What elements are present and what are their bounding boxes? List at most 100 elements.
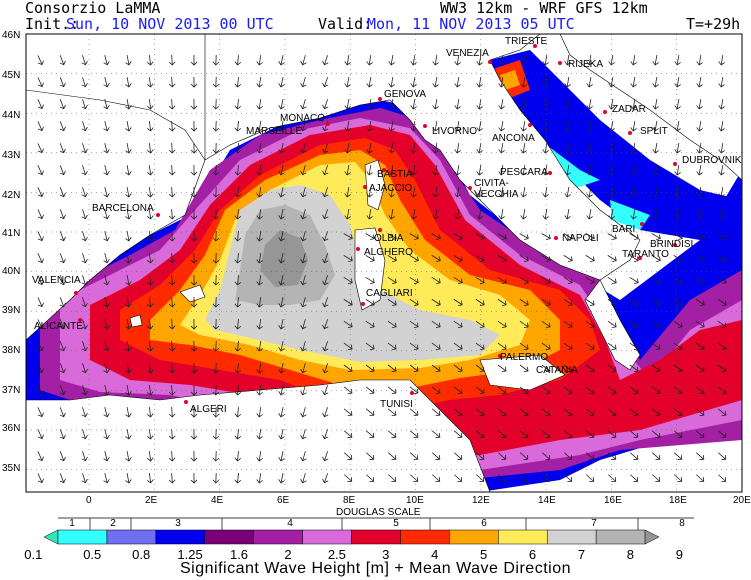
direction-arrow [147,384,154,396]
direction-arrow [696,99,703,110]
direction-arrow [519,342,529,350]
direction-arrow [322,275,329,286]
direction-arrow [410,209,417,220]
direction-arrow [125,187,132,198]
direction-arrow [629,430,639,438]
douglas-value: 6 [481,518,487,529]
direction-arrow [608,165,615,176]
direction-arrow [520,209,527,220]
legend-value: 9 [676,547,683,562]
douglas-title: DOUGLAS SCALE [336,507,421,518]
direction-arrow [168,384,176,396]
legend-swatch [351,529,401,545]
direction-arrow [256,76,263,88]
direction-arrow [431,342,441,350]
direction-arrow [519,386,529,394]
direction-arrow [81,297,88,308]
direction-arrow [564,474,573,482]
direction-arrow [717,430,727,438]
direction-arrow [103,77,110,88]
direction-arrow [542,121,549,132]
direction-arrow [103,341,110,352]
direction-arrow [37,253,44,264]
direction-arrow [37,451,44,462]
direction-arrow [388,99,395,110]
direction-arrow [497,430,507,438]
direction-arrow [409,364,419,372]
direction-arrow [190,428,198,440]
direction-arrow [300,231,307,242]
direction-arrow [388,209,395,220]
direction-arrow [586,165,593,176]
legend-low-triangle [43,529,59,545]
direction-arrow [453,408,463,416]
direction-arrow [256,164,263,176]
direction-arrow [125,451,132,462]
direction-arrow [322,341,329,352]
direction-arrow [37,187,44,198]
direction-arrow [630,209,637,220]
direction-arrow [278,363,285,374]
direction-arrow [542,474,551,482]
city-label: ALGERI [190,404,227,415]
direction-arrow [103,275,110,286]
douglas-value: 4 [287,518,293,529]
direction-arrow [541,452,551,460]
direction-arrow [608,474,617,482]
direction-arrow [431,320,441,328]
lon-label: 0 [86,495,92,506]
direction-arrow [673,255,683,262]
direction-arrow [256,450,263,462]
direction-arrow [519,298,529,306]
direction-arrow [519,364,529,372]
direction-arrow [520,187,527,198]
direction-arrow [278,55,285,66]
direction-arrow [387,364,397,372]
direction-arrow [300,253,307,264]
lon-label: 14E [538,495,556,506]
legend-value: 6 [529,547,536,562]
direction-arrow [673,408,683,416]
direction-arrow [674,143,681,154]
direction-arrow [695,320,705,328]
direction-arrow [717,298,727,306]
direction-arrow [190,472,198,484]
direction-arrow [520,121,527,132]
direction-arrow [344,77,351,88]
direction-arrow [212,76,220,88]
map-field [26,34,742,492]
direction-arrow [37,165,44,176]
direction-arrow [432,165,439,176]
direction-arrow [475,298,485,306]
direction-arrow [630,77,637,88]
direction-arrow [125,429,132,440]
direction-arrow [607,255,617,262]
direction-arrow [365,430,375,438]
direction-arrow [498,77,505,88]
direction-arrow [542,187,549,198]
direction-arrow [387,386,397,394]
direction-arrow [651,452,661,460]
direction-arrow [59,253,66,264]
direction-arrow [717,452,727,460]
direction-arrow [190,54,198,66]
direction-arrow [125,319,132,330]
city-label: ZADAR [612,104,646,115]
direction-arrow [674,187,681,198]
direction-arrow [454,55,461,66]
direction-arrow [586,187,593,198]
direction-arrow [344,187,351,198]
direction-arrow [37,77,44,88]
direction-arrow [607,298,617,306]
direction-arrow [629,342,639,350]
city-label: GENOVA [384,89,426,100]
direction-arrow [366,121,373,132]
direction-arrow [431,298,441,306]
direction-arrow [168,362,176,374]
direction-arrow [674,209,681,220]
direction-arrow [212,142,220,154]
direction-arrow [652,121,659,132]
direction-arrow [630,474,639,482]
direction-arrow [103,319,110,330]
direction-arrow [409,276,419,284]
